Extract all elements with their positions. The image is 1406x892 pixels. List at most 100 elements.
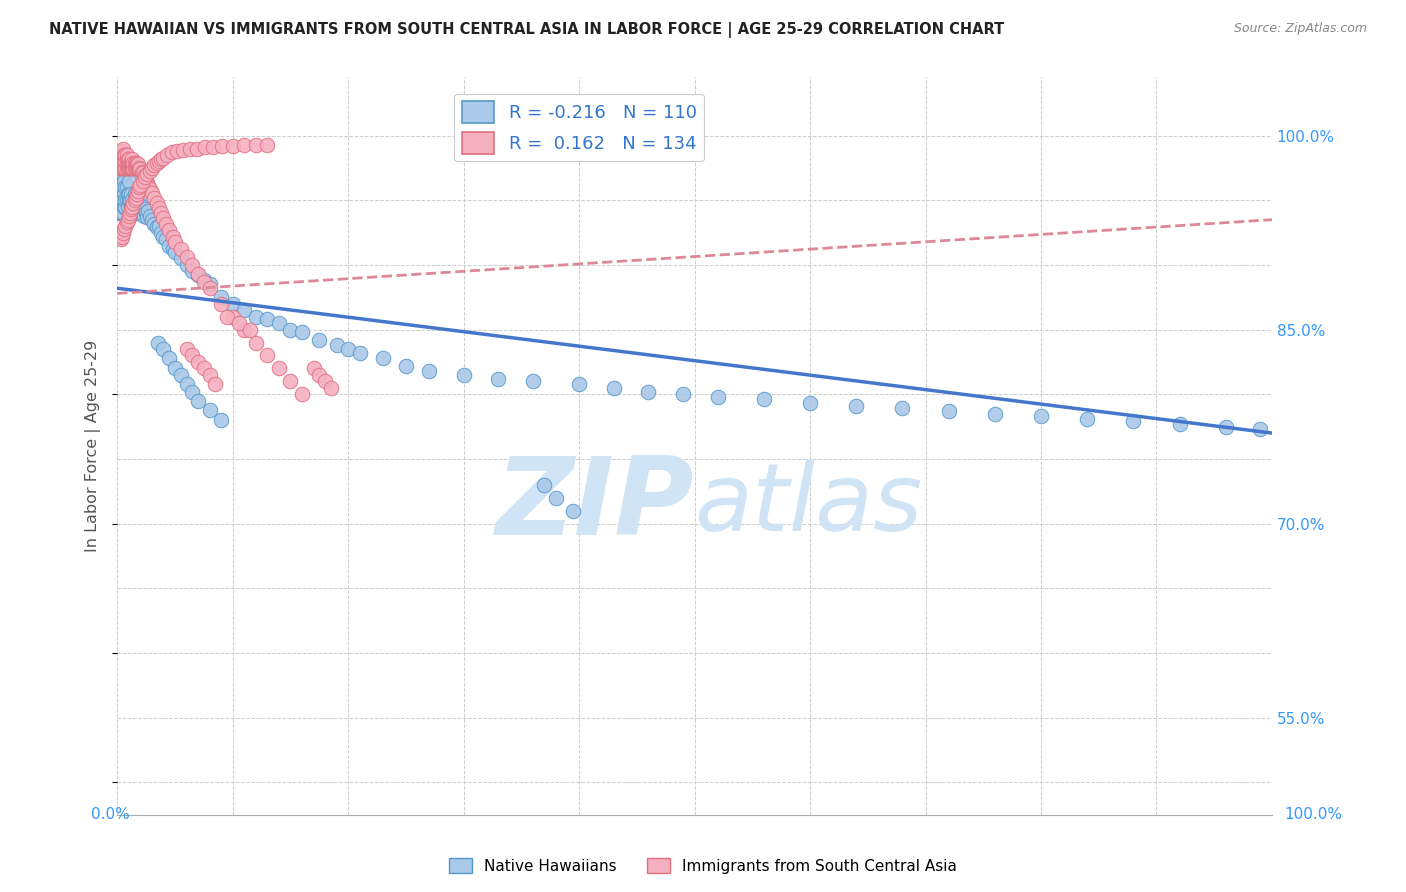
Point	[194, 140, 217, 154]
Point	[118, 161, 141, 175]
Text: 0.0%: 0.0%	[91, 807, 131, 822]
Point	[131, 174, 153, 188]
Point	[291, 325, 314, 339]
Point	[131, 200, 153, 214]
Point	[118, 161, 141, 175]
Point	[111, 168, 134, 182]
Point	[136, 168, 159, 182]
Point	[395, 359, 418, 373]
Point	[160, 145, 183, 160]
Point	[155, 232, 177, 246]
Point	[186, 142, 208, 156]
Point	[1249, 422, 1271, 436]
Point	[114, 200, 136, 214]
Point	[114, 154, 136, 169]
Point	[111, 157, 134, 171]
Point	[118, 157, 141, 171]
Point	[148, 219, 170, 234]
Point	[127, 161, 149, 175]
Point	[193, 273, 215, 287]
Point	[233, 303, 256, 318]
Point	[135, 206, 157, 220]
Point	[132, 169, 155, 183]
Point	[112, 186, 135, 201]
Point	[110, 161, 132, 175]
Legend: R = -0.216   N = 110, R =  0.162   N = 134: R = -0.216 N = 110, R = 0.162 N = 134	[454, 94, 704, 161]
Point	[198, 368, 221, 382]
Point	[117, 152, 139, 166]
Point	[172, 143, 194, 157]
Point	[125, 161, 148, 175]
Point	[146, 335, 169, 350]
Point	[117, 200, 139, 214]
Point	[150, 206, 173, 220]
Point	[544, 491, 567, 505]
Point	[245, 137, 267, 152]
Point	[233, 137, 256, 152]
Point	[125, 200, 148, 214]
Point	[125, 186, 148, 201]
Point	[256, 349, 278, 363]
Point	[121, 152, 143, 166]
Point	[143, 217, 166, 231]
Point	[115, 154, 138, 169]
Point	[114, 180, 136, 194]
Point	[603, 381, 626, 395]
Point	[112, 161, 135, 175]
Point	[181, 258, 204, 272]
Point	[163, 361, 186, 376]
Point	[122, 195, 145, 210]
Point	[138, 163, 160, 178]
Point	[752, 392, 775, 407]
Point	[371, 351, 394, 365]
Point	[163, 235, 186, 249]
Point	[112, 226, 135, 240]
Point	[117, 161, 139, 175]
Point	[112, 206, 135, 220]
Point	[128, 161, 150, 175]
Point	[129, 178, 152, 192]
Y-axis label: In Labor Force | Age 25-29: In Labor Force | Age 25-29	[86, 340, 101, 552]
Point	[124, 194, 146, 208]
Point	[124, 161, 146, 175]
Point	[118, 152, 141, 166]
Point	[125, 157, 148, 171]
Point	[129, 162, 152, 177]
Point	[233, 323, 256, 337]
Point	[152, 229, 174, 244]
Point	[193, 275, 215, 289]
Point	[111, 206, 134, 220]
Point	[112, 221, 135, 235]
Point	[128, 180, 150, 194]
Point	[121, 206, 143, 220]
Point	[418, 364, 440, 378]
Point	[112, 152, 135, 166]
Point	[162, 229, 184, 244]
Text: 100.0%: 100.0%	[1285, 807, 1343, 822]
Point	[125, 186, 148, 201]
Point	[706, 390, 728, 404]
Point	[138, 179, 160, 194]
Point	[122, 156, 145, 170]
Point	[138, 203, 160, 218]
Point	[157, 223, 180, 237]
Point	[198, 281, 221, 295]
Point	[198, 402, 221, 417]
Point	[125, 191, 148, 205]
Point	[120, 156, 142, 170]
Point	[124, 156, 146, 170]
Point	[1029, 409, 1052, 424]
Point	[121, 200, 143, 214]
Point	[170, 243, 193, 257]
Point	[125, 156, 148, 170]
Point	[1168, 417, 1191, 431]
Point	[187, 267, 209, 281]
Point	[181, 384, 204, 399]
Point	[152, 151, 174, 165]
Point	[141, 212, 163, 227]
Point	[181, 264, 204, 278]
Point	[938, 404, 960, 418]
Point	[111, 144, 134, 158]
Point	[562, 503, 585, 517]
Point	[108, 154, 131, 169]
